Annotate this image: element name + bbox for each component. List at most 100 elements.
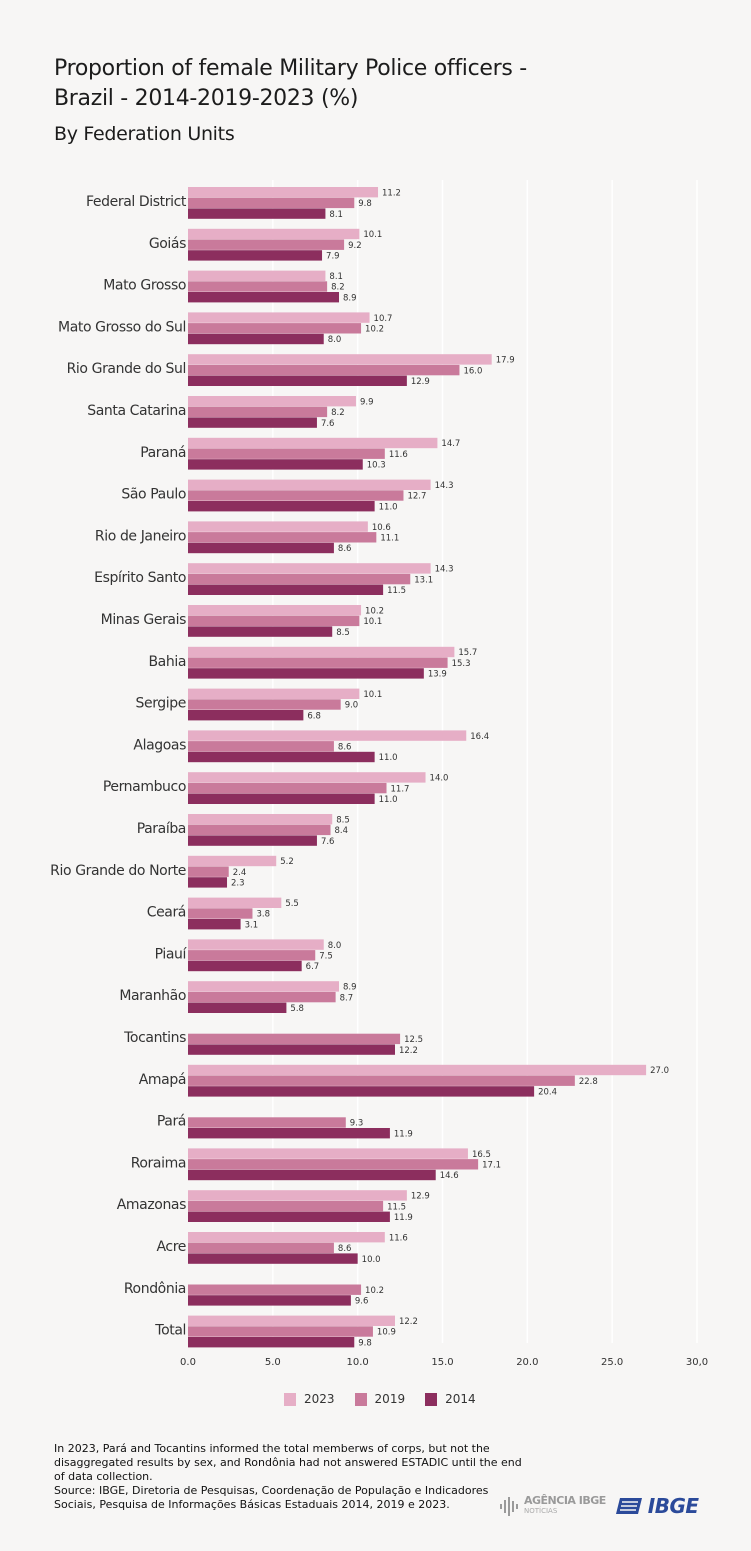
x-tick-label: 20.0: [516, 1357, 538, 1368]
bar: [188, 897, 282, 908]
bar: [188, 646, 455, 658]
ibge-logo: IBGE: [615, 1494, 699, 1518]
category-label: Minas Gerais: [101, 612, 186, 628]
data-label: 11.2: [382, 188, 401, 198]
bar: [188, 479, 431, 490]
data-label: 11.9: [394, 1129, 413, 1139]
data-label: 10.9: [377, 1328, 396, 1338]
bar: [188, 270, 326, 281]
data-label: 8.2: [331, 283, 345, 293]
data-label: 16.4: [470, 732, 489, 742]
bar: [188, 1117, 346, 1128]
bar: [188, 333, 324, 345]
bar: [188, 1075, 575, 1086]
bar: [188, 364, 460, 376]
category-label: Rondônia: [124, 1281, 186, 1297]
bar: [188, 793, 375, 804]
data-label: 8.4: [335, 826, 349, 836]
x-tick-label: 0.0: [180, 1357, 196, 1368]
logos: AGÊNCIA IBGE NOTÍCIAS IBGE: [498, 1494, 699, 1518]
data-label: 12.9: [411, 1192, 430, 1202]
category-label: Rio Grande do Sul: [67, 361, 186, 377]
data-label: 20.4: [538, 1088, 557, 1098]
bar: [188, 710, 304, 721]
data-label: 14.3: [435, 481, 454, 491]
data-label: 16.0: [463, 366, 482, 376]
data-label: 9.0: [345, 701, 359, 711]
bar: [188, 730, 467, 741]
legend-swatch-2023: [284, 1392, 296, 1406]
bar: [188, 312, 370, 323]
data-label: 11.0: [379, 502, 398, 512]
category-label: Pernambuco: [103, 779, 186, 795]
bar: [188, 1148, 468, 1159]
agencia-logo-subtext: NOTÍCIAS: [524, 1507, 558, 1515]
data-label: 11.9: [394, 1213, 413, 1223]
category-label: Federal District: [86, 194, 187, 210]
bar: [188, 605, 362, 616]
data-label: 10.2: [365, 606, 384, 616]
data-label: 8.6: [338, 743, 352, 753]
bar: [188, 281, 328, 292]
category-label: Ceará: [147, 905, 186, 921]
bar: [188, 437, 438, 449]
data-label: 17.9: [496, 356, 515, 366]
data-label: 9.2: [348, 241, 362, 251]
bar: [188, 877, 228, 888]
bar: [188, 1315, 395, 1326]
data-label: 11.5: [387, 586, 406, 596]
bar: [188, 573, 411, 585]
bar: [188, 1284, 362, 1295]
data-label: 27.0: [650, 1066, 669, 1076]
data-label: 8.6: [338, 1244, 352, 1254]
bar: [188, 688, 360, 699]
data-label: 7.6: [321, 419, 335, 429]
data-label: 12.7: [407, 492, 426, 502]
x-tick-label: 5.0: [265, 1357, 281, 1368]
category-label: Alagoas: [133, 737, 186, 753]
bar: [188, 1242, 334, 1254]
data-label: 10.7: [374, 314, 393, 324]
category-label: Sergipe: [136, 696, 187, 712]
bar: [188, 1086, 535, 1097]
data-label: 8.6: [338, 544, 352, 554]
bar: [188, 1200, 384, 1212]
bar: [188, 584, 384, 595]
legend: 2023 2019 2014: [284, 1392, 476, 1406]
bar: [188, 459, 363, 470]
data-label: 7.6: [321, 837, 335, 847]
category-label: Rio Grande do Norte: [50, 863, 186, 879]
bar: [188, 448, 385, 459]
agencia-ibge-logo: AGÊNCIA IBGE NOTÍCIAS: [498, 1495, 606, 1517]
data-label: 12.5: [404, 1035, 423, 1045]
data-label: 10.3: [367, 461, 386, 471]
category-label: Mato Grosso do Sul: [58, 319, 186, 335]
data-label: 16.5: [472, 1150, 491, 1160]
bar: [188, 501, 375, 512]
data-label: 13.1: [414, 575, 433, 585]
bar: [188, 866, 229, 877]
category-label: Acre: [157, 1239, 187, 1255]
legend-item-2014: 2014: [425, 1392, 476, 1406]
bar: [188, 668, 424, 679]
category-label: Total: [154, 1323, 186, 1339]
title-line-1: Proportion of female Military Police off…: [54, 56, 527, 81]
data-label: 8.1: [329, 272, 343, 282]
legend-item-2019: 2019: [354, 1392, 405, 1406]
ibge-mark-icon: [615, 1498, 642, 1514]
bar: [188, 532, 377, 543]
x-tick-label: 30,0: [686, 1357, 708, 1368]
data-label: 8.0: [328, 335, 342, 345]
category-label: Goiás: [149, 236, 186, 252]
category-label: Tocantins: [123, 1030, 186, 1046]
data-label: 11.6: [389, 1233, 408, 1243]
data-label: 13.9: [428, 670, 447, 680]
bar: [188, 782, 387, 794]
data-label: 10.2: [365, 1286, 384, 1296]
bar: [188, 1232, 385, 1243]
bar: [188, 354, 492, 365]
data-label: 14.7: [441, 439, 460, 449]
category-label: Santa Catarina: [87, 403, 186, 419]
data-label: 2.4: [233, 868, 247, 878]
category-label: Amazonas: [117, 1197, 186, 1213]
